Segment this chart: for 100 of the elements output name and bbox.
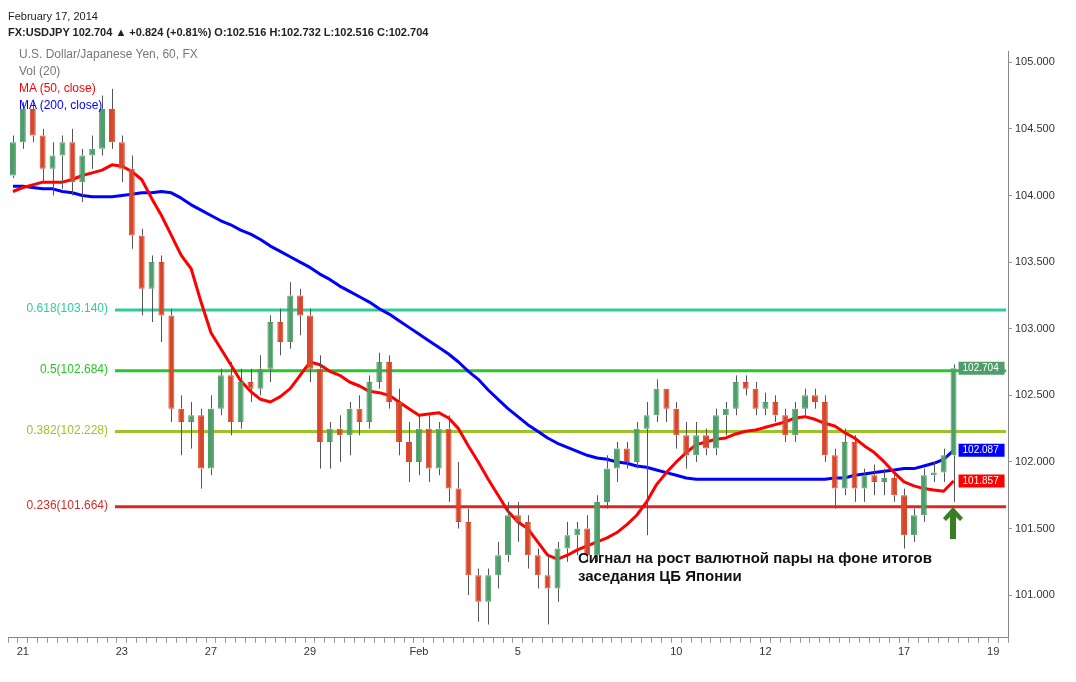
candlestick [841, 428, 848, 496]
text: 102.704 [962, 361, 999, 373]
candlestick [366, 374, 373, 430]
candlestick [831, 448, 838, 510]
candlestick [693, 421, 700, 463]
candlestick [673, 401, 680, 450]
x-tick-label: 19 [987, 645, 1000, 658]
candlestick [663, 388, 670, 423]
chart-subtitle: FX:USDJPY 102.704 ▲ +0.824 (+0.81%) O:102.516 H:102.732 L:102.516 C:102.704 [8, 25, 430, 40]
candlestick [247, 368, 254, 403]
candlestick [178, 394, 185, 456]
candlestick [881, 468, 888, 496]
y-tick-label: 102.000 [1015, 454, 1055, 467]
candlestick [534, 548, 541, 590]
candlestick [475, 568, 482, 623]
candlestick [782, 408, 789, 443]
candlestick [287, 281, 294, 350]
candlestick [39, 128, 46, 183]
candlestick [683, 421, 690, 470]
candlestick [69, 128, 76, 196]
candlestick [138, 228, 145, 316]
candlestick [415, 414, 422, 476]
text: MA (50, close) [19, 80, 97, 97]
candlestick [158, 254, 165, 343]
candlestick [495, 541, 502, 590]
candlestick [227, 361, 234, 436]
candlestick [821, 394, 828, 463]
x-tick-label: Feb [409, 645, 429, 658]
legend-title: U.S. Dollar/Japanese Yen, 60, FX [19, 46, 198, 63]
candlestick [425, 414, 432, 483]
y-tick-label: 102.500 [1015, 388, 1055, 401]
candlestick [267, 314, 274, 383]
candlestick [564, 521, 571, 563]
candlestick [307, 308, 313, 383]
candlestick [237, 368, 244, 430]
y-tick-label: 104.500 [1015, 121, 1055, 134]
candlestick [871, 464, 878, 496]
candlestick [802, 388, 808, 416]
y-tick-label: 101.500 [1015, 521, 1055, 534]
ref-line-label: 0.618(103.140) [26, 301, 108, 316]
candlestick [326, 421, 333, 470]
candlestick [613, 441, 620, 483]
data-label: 101.857 [962, 474, 1000, 486]
candlestick [772, 394, 779, 423]
candlestick [297, 288, 304, 336]
candlestick [544, 554, 551, 625]
candlestick [505, 501, 511, 563]
candlestick [118, 135, 125, 183]
candlestick [435, 421, 442, 476]
candlestick [406, 421, 412, 483]
x-tick-label: 10 [670, 645, 683, 658]
candlestick [208, 394, 214, 476]
x-tick-label: 17 [897, 645, 911, 658]
candlestick [485, 568, 492, 625]
candlestick [524, 514, 531, 570]
ref-line-label: 0.236(101.664) [26, 498, 108, 513]
candlestick [910, 508, 917, 543]
ref-line-label: 0.5(102.684) [39, 362, 108, 377]
candlestick [732, 374, 739, 416]
candlestick [762, 392, 769, 416]
candlestick [316, 354, 323, 470]
candlestick [703, 428, 709, 456]
candlestick [89, 135, 96, 170]
candlestick [346, 401, 353, 456]
candlestick [79, 148, 86, 203]
candlestick [861, 468, 868, 503]
data-label: 102.087 [962, 444, 1000, 456]
y-tick-label: 105.000 [1015, 55, 1055, 68]
ref-line-label: 0.382(102.228) [26, 422, 108, 437]
candlestick [851, 434, 858, 503]
chart-title: February 17, 2014 [8, 9, 99, 24]
candlestick [49, 141, 56, 196]
candlestick [59, 135, 66, 190]
annotation: Vol (20) [19, 63, 62, 80]
candlestick [950, 363, 957, 503]
y-tick-label: 103.000 [1015, 321, 1055, 334]
x-tick-label: 5 [514, 645, 521, 658]
x-tick-label: 21 [16, 645, 29, 658]
candlestick [940, 448, 947, 483]
candlestick [376, 352, 383, 390]
candlestick [168, 308, 175, 423]
candlestick [623, 441, 630, 470]
y-tick-label: 104.000 [1015, 188, 1055, 201]
x-tick-label: 29 [303, 645, 317, 658]
candlestick [445, 414, 452, 503]
candlestick [712, 408, 719, 456]
y-tick-label: 101.000 [1015, 588, 1055, 601]
candlestick [108, 88, 115, 150]
candlestick [920, 468, 927, 523]
candlestick [217, 368, 224, 416]
candlestick [792, 401, 799, 443]
x-tick-label: 12 [759, 645, 772, 658]
candlestick [386, 354, 393, 410]
candlestick [396, 388, 403, 456]
candlestick [604, 454, 610, 510]
candlestick [643, 401, 650, 536]
candlestick [188, 401, 195, 450]
candlestick [277, 308, 284, 356]
candlestick [465, 508, 472, 596]
candlestick [742, 374, 749, 396]
